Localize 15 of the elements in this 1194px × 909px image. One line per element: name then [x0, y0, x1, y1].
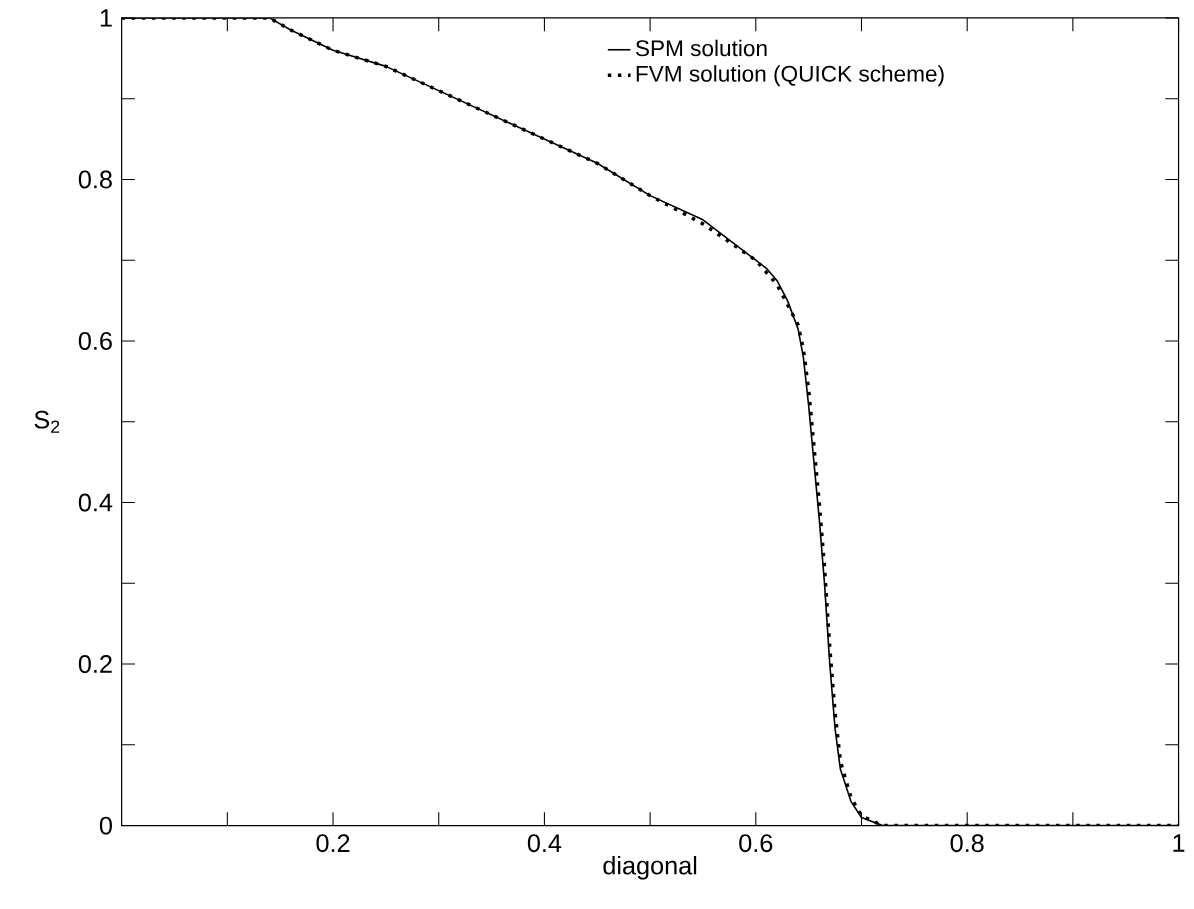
y-tick-label: 0.8 [78, 170, 112, 189]
x-tick-label: 1 [1173, 834, 1185, 852]
y-axis-title: S$_{2}$ [34, 410, 60, 433]
y-tick-label: 0 [99, 816, 112, 835]
legend-label: SPM solution [635, 39, 767, 57]
y-tick-label: 0.2 [78, 654, 112, 673]
x-tick-label: 0.4 [527, 834, 562, 852]
x-tick-label: 0.6 [739, 834, 773, 852]
x-tick-label: 0.8 [950, 834, 984, 852]
y-tick-label: 0.6 [78, 331, 112, 350]
legend-label: FVM solution (QUICK scheme) [636, 65, 944, 87]
x-tick-label: 0.2 [316, 834, 350, 852]
y-tick-label: 0.4 [78, 493, 113, 512]
x-axis-title: diagonal [603, 855, 697, 880]
y-tick-label: 1 [100, 9, 112, 27]
